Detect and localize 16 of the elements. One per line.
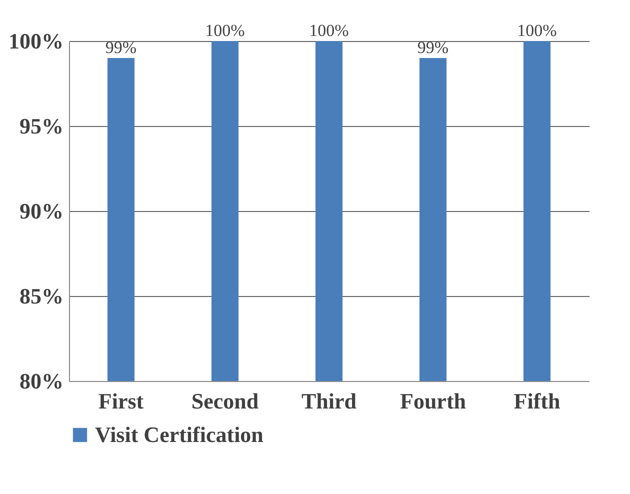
x-tick-label: First (98, 388, 144, 414)
x-tick-label: Fifth (514, 388, 560, 414)
y-tick-label: 95% (20, 114, 64, 138)
text: 100% (517, 21, 557, 40)
text: 99% (105, 38, 137, 57)
y-tick-label: 85% (20, 284, 64, 308)
y-tick-label: 90% (20, 198, 64, 224)
text: 100% (205, 21, 245, 40)
y-tick-label: 80% (20, 368, 64, 394)
y-tick-label: 100% (8, 28, 64, 54)
x-tick-label: Fourth (400, 388, 466, 414)
text: 99% (417, 38, 449, 57)
text: 100% (309, 21, 349, 40)
x-tick-label: Third (301, 388, 357, 414)
x-tick-label: Second (191, 388, 259, 414)
legend-label: Visit Certification (95, 422, 264, 447)
